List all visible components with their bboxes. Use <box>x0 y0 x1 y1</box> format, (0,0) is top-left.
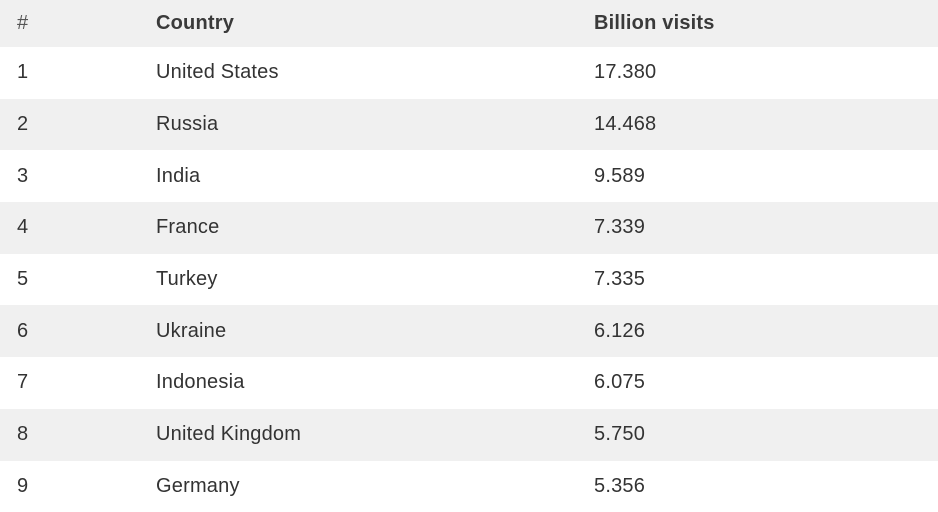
row-visits: 6.075 <box>594 371 645 394</box>
row-country: United States <box>156 61 594 84</box>
row-country: United Kingdom <box>156 423 594 446</box>
row-visits: 9.589 <box>594 165 645 188</box>
row-rank: 1 <box>0 61 156 84</box>
row-rank: 4 <box>0 216 156 239</box>
row-visits: 6.126 <box>594 320 645 343</box>
header-country: Country <box>156 12 594 35</box>
row-country: Germany <box>156 475 594 498</box>
row-visits: 5.750 <box>594 423 645 446</box>
row-visits: 7.339 <box>594 216 645 239</box>
header-rank: # <box>0 12 156 35</box>
row-visits: 7.335 <box>594 268 645 291</box>
row-rank: 5 <box>0 268 156 291</box>
row-visits: 5.356 <box>594 475 645 498</box>
row-country: Turkey <box>156 268 594 291</box>
row-rank: 2 <box>0 113 156 136</box>
row-country: Russia <box>156 113 594 136</box>
header-visits: Billion visits <box>594 12 715 35</box>
row-visits: 17.380 <box>594 61 656 84</box>
row-rank: 8 <box>0 423 156 446</box>
row-country: Ukraine <box>156 320 594 343</box>
row-rank: 3 <box>0 165 156 188</box>
row-rank: 7 <box>0 371 156 394</box>
row-visits: 14.468 <box>594 113 656 136</box>
table-header-row: # Country Billion visits <box>0 0 938 47</box>
row-rank: 6 <box>0 320 156 343</box>
row-country: France <box>156 216 594 239</box>
row-rank: 9 <box>0 475 156 498</box>
row-country: Indonesia <box>156 371 594 394</box>
row-country: India <box>156 165 594 188</box>
